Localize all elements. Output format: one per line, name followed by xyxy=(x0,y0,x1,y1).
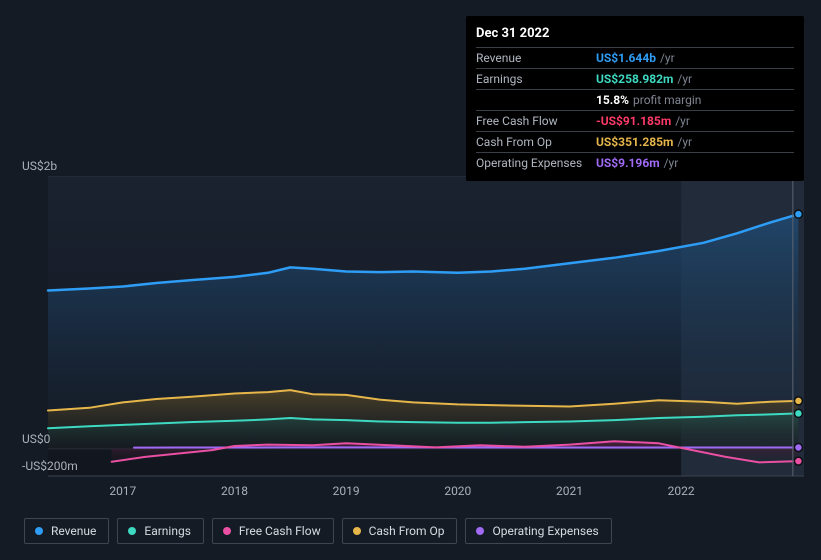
y-axis-label: -US$200m xyxy=(22,459,78,473)
legend-label: Earnings xyxy=(144,524,191,538)
legend-label: Operating Expenses xyxy=(492,524,598,538)
y-axis-label: US$0 xyxy=(22,432,50,446)
tooltip-row-label: Free Cash Flow xyxy=(476,111,596,132)
y-axis-label: US$2b xyxy=(22,159,57,173)
chart-area[interactable]: US$2bUS$0-US$200m 2017201820192020202120… xyxy=(18,176,804,480)
x-axis-label: 2018 xyxy=(221,484,248,498)
tooltip-row-value: -US$91.185m/yr xyxy=(596,111,794,132)
legend-dot-icon xyxy=(223,527,231,535)
tooltip-row-value: US$258.982m/yr xyxy=(596,69,794,90)
tooltip-row-label: Earnings xyxy=(476,69,596,90)
tooltip-row: EarningsUS$258.982m/yr xyxy=(476,69,794,90)
x-axis-label: 2022 xyxy=(668,484,695,498)
legend-item-cash-from-op[interactable]: Cash From Op xyxy=(342,518,458,544)
tooltip-row-value: US$9.196m/yr xyxy=(596,153,794,174)
chart-svg xyxy=(18,176,804,506)
legend-dot-icon xyxy=(353,527,361,535)
tooltip-row-label: Cash From Op xyxy=(476,132,596,153)
x-axis-label: 2020 xyxy=(444,484,471,498)
legend-item-revenue[interactable]: Revenue xyxy=(24,518,109,544)
legend-dot-icon xyxy=(35,527,43,535)
legend-dot-icon xyxy=(476,527,484,535)
tooltip-row-label: Operating Expenses xyxy=(476,153,596,174)
financial-chart-panel: Dec 31 2022 RevenueUS$1.644b/yrEarningsU… xyxy=(0,0,821,560)
x-axis-label: 2019 xyxy=(333,484,360,498)
tooltip-row: Free Cash Flow-US$91.185m/yr xyxy=(476,111,794,132)
x-axis-label: 2017 xyxy=(109,484,136,498)
legend-item-free-cash-flow[interactable]: Free Cash Flow xyxy=(212,518,334,544)
x-axis-label: 2021 xyxy=(556,484,583,498)
tooltip-row-label: Revenue xyxy=(476,48,596,69)
legend-label: Revenue xyxy=(51,524,96,538)
chart-legend: Revenue Earnings Free Cash Flow Cash From O… xyxy=(24,518,612,544)
legend-label: Free Cash Flow xyxy=(239,524,321,538)
tooltip-row: RevenueUS$1.644b/yr xyxy=(476,48,794,69)
tooltip-row: Cash From OpUS$351.285m/yr xyxy=(476,132,794,153)
tooltip-table: RevenueUS$1.644b/yrEarningsUS$258.982m/y… xyxy=(476,48,794,173)
legend-item-operating-expenses[interactable]: Operating Expenses xyxy=(465,518,611,544)
legend-label: Cash From Op xyxy=(369,524,445,538)
legend-dot-icon xyxy=(128,527,136,535)
tooltip-date: Dec 31 2022 xyxy=(476,22,794,48)
legend-item-earnings[interactable]: Earnings xyxy=(117,518,204,544)
tooltip-row-profit-margin: 15.8%profit margin xyxy=(476,90,794,111)
tooltip-row-value: US$351.285m/yr xyxy=(596,132,794,153)
tooltip-row-value: US$1.644b/yr xyxy=(596,48,794,69)
hover-tooltip: Dec 31 2022 RevenueUS$1.644b/yrEarningsU… xyxy=(466,16,804,181)
tooltip-row: Operating ExpensesUS$9.196m/yr xyxy=(476,153,794,174)
